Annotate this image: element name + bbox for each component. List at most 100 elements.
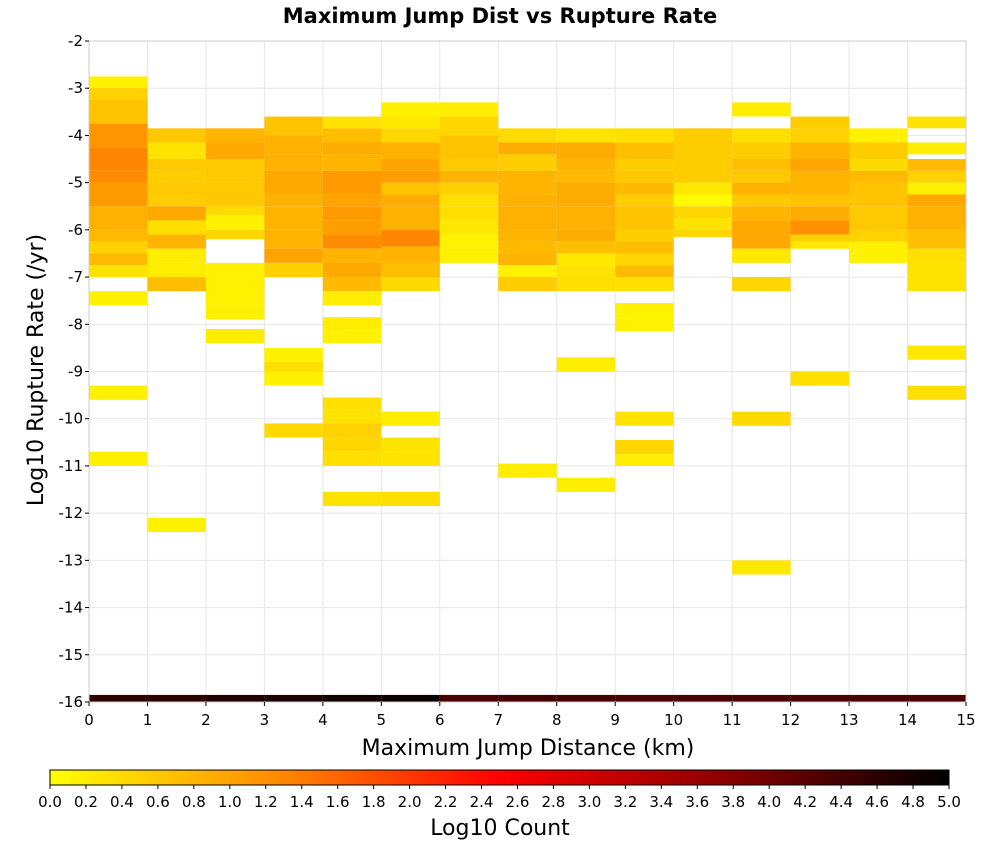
heatmap-cell (439, 159, 499, 171)
heatmap-cell (264, 194, 323, 207)
heatmap-cell (732, 182, 791, 195)
heatmap-cell (732, 159, 791, 171)
y-tick-label: -11 (59, 457, 84, 475)
heatmap-cell (439, 182, 499, 195)
heatmap-cell (498, 194, 557, 207)
x-tick-label: 13 (840, 711, 859, 729)
heatmap-cell (89, 206, 148, 230)
heatmap-cell (498, 277, 557, 292)
heatmap-cell (439, 170, 499, 183)
heatmap-cell (322, 451, 382, 466)
y-tick-label: -10 (59, 410, 84, 428)
heatmap-cell (147, 142, 206, 160)
heatmap-cell (849, 241, 908, 263)
x-axis-label: Maximum Jump Distance (km) (362, 736, 695, 761)
heatmap-cell (615, 182, 674, 195)
colorbar-tick-label: 0.6 (146, 793, 170, 811)
heatmap-cell (322, 291, 382, 306)
x-tick-label: 2 (201, 711, 211, 729)
heatmap-cell (264, 135, 323, 155)
heatmap-cell (381, 491, 440, 507)
heatmap-cell (439, 694, 499, 702)
heatmap-cell (498, 253, 557, 266)
heatmap-cell (439, 116, 499, 136)
heatmap-cell (556, 128, 616, 143)
y-tick-label: -8 (68, 315, 83, 333)
heatmap-cell (790, 371, 850, 386)
heatmap-cell (673, 159, 733, 183)
heatmap-cell (381, 437, 440, 452)
y-tick-label: -14 (59, 599, 84, 617)
heatmap-cell (439, 135, 499, 160)
heatmap-cell (381, 102, 440, 117)
heatmap-cell (89, 100, 148, 124)
heatmap-cell (498, 463, 557, 478)
heatmap-cell (205, 305, 265, 320)
heatmap-cell (322, 317, 382, 330)
colorbar-tick-label: 2.4 (470, 793, 494, 811)
heatmap-cell (498, 142, 557, 155)
heatmap-cell (556, 277, 616, 292)
colorbar-tick-label: 4.4 (829, 793, 853, 811)
heatmap-cell (556, 229, 616, 242)
heatmap-cell (264, 362, 323, 372)
heatmap-cell (615, 454, 674, 466)
heatmap-cell (556, 206, 616, 230)
y-tick-label: -9 (68, 363, 83, 381)
heatmap-cell (89, 451, 148, 466)
heatmap-cell (615, 265, 674, 278)
heatmap-cell (89, 265, 148, 278)
x-tick-label: 15 (956, 711, 975, 729)
heatmap-cell (89, 123, 148, 148)
heatmap-cell (381, 451, 440, 466)
heatmap-cell (264, 170, 323, 195)
heatmap-cell (439, 248, 499, 263)
heatmap-cell (89, 253, 148, 266)
colorbar-tick-label: 0.0 (38, 793, 62, 811)
heatmap-cell (322, 329, 382, 344)
heatmap-cell (89, 229, 148, 242)
colorbar-tick-label: 3.0 (577, 793, 601, 811)
y-tick-label: -16 (59, 693, 84, 711)
y-axis-label: Log10 Rupture Rate (/yr) (24, 234, 49, 506)
heatmap-cell (732, 694, 791, 702)
heatmap-cell (322, 277, 382, 292)
x-tick-label: 7 (493, 711, 503, 729)
heatmap-cell (264, 229, 323, 249)
colorbar-tick-label: 2.2 (434, 793, 458, 811)
heatmap-cell (205, 128, 265, 143)
colorbar-tick-label: 3.2 (613, 793, 637, 811)
colorbar-tick-label: 5.0 (937, 793, 961, 811)
heatmap-cell (147, 182, 206, 195)
heatmap-cell (732, 170, 791, 183)
colorbar-tick-label: 1.4 (290, 793, 314, 811)
heatmap-cell (673, 218, 733, 230)
heatmap-cell (907, 116, 966, 129)
heatmap-cell (556, 241, 616, 254)
heatmap-cell (89, 182, 148, 207)
heatmap-cell (205, 215, 265, 230)
heatmap-cell (849, 206, 908, 230)
heatmap-cell (147, 277, 206, 292)
heatmap-cell (498, 154, 557, 171)
heatmap-cell (673, 182, 733, 195)
heatmap-cell (556, 694, 616, 702)
heatmap-cell (907, 262, 966, 292)
heatmap-cell (322, 234, 382, 249)
heatmap-cell (498, 128, 557, 143)
heatmap-cell (147, 248, 206, 263)
heatmap-cell (439, 234, 499, 249)
heatmap-cell (147, 206, 206, 221)
heatmap-cell (556, 170, 616, 183)
heatmap-cell (147, 159, 206, 171)
heatmap-cell (264, 347, 323, 363)
heatmap-cell (439, 206, 499, 221)
heatmap-cell (790, 170, 850, 195)
x-tick-label: 5 (377, 711, 387, 729)
colorbar-tick-label: 4.0 (757, 793, 781, 811)
colorbar-tick-label: 3.6 (685, 793, 709, 811)
heatmap-cell (439, 102, 499, 117)
heatmap-cell (89, 170, 148, 183)
heatmap-cell (498, 206, 557, 230)
